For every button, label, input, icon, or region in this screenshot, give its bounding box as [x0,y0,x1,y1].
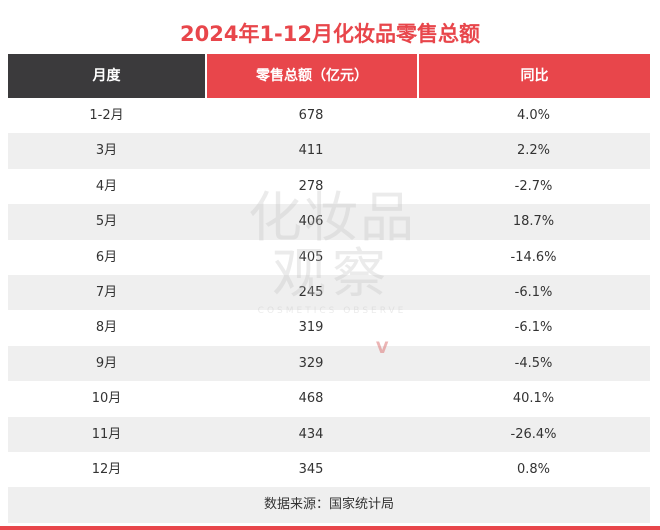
cell-retail-sales: 345 [298,461,324,477]
cell-month: 11月 [91,426,122,442]
cell-yoy: -6.1% [514,284,553,300]
cell-retail-sales: 319 [298,320,324,336]
cell-month: 8月 [95,320,118,336]
cell-month: 6月 [95,249,118,265]
table-row: 12月 345 0.8% [8,452,650,487]
table-row: 8月 319 -6.1% [8,310,650,345]
table-row: 11月 434 -26.4% [8,416,650,452]
cell-month: 5月 [95,214,118,230]
table-row: 6月 405 -14.6% [8,240,650,275]
cell-yoy: -4.5% [514,355,553,371]
cell-yoy: 40.1% [512,391,555,407]
watermark-v-mark: V [376,338,389,357]
header-month: 月度 [8,54,205,98]
cell-yoy: -26.4% [510,426,557,442]
table-header-row: 月度 零售总额（亿元） 同比 [8,54,650,98]
table-row: 4月 278 -2.7% [8,169,650,204]
cell-month: 1-2月 [89,108,124,123]
cell-retail-sales: 405 [298,249,324,265]
cell-yoy: 0.8% [516,461,551,477]
cell-yoy: -6.1% [514,320,553,336]
cell-yoy: 2.2% [516,143,551,159]
cell-retail-sales: 468 [298,391,324,407]
cell-retail-sales: 278 [298,178,324,194]
table-row: 5月 406 18.7% [8,204,650,240]
cell-yoy: -2.7% [514,178,553,194]
table-row: 10月 468 40.1% [8,381,650,416]
cell-retail-sales: 245 [298,284,324,300]
data-source: 数据来源：国家统计局 [8,487,650,523]
cell-month: 7月 [95,284,118,300]
cell-month: 10月 [91,391,122,407]
retail-sales-table: 月度 零售总额（亿元） 同比 1-2月 678 4.0% 3月 411 2.2% 4月 278… [8,54,650,487]
header-yoy: 同比 [419,54,650,98]
cell-retail-sales: 678 [298,108,324,123]
cell-retail-sales: 406 [298,214,324,230]
header-retail-sales: 零售总额（亿元） [207,54,417,98]
cell-month: 12月 [91,461,122,477]
cell-retail-sales: 329 [298,355,324,371]
cell-yoy: 18.7% [512,214,555,230]
cell-month: 9月 [95,355,118,371]
cell-retail-sales: 411 [298,143,324,159]
table-row: 3月 411 2.2% [8,133,650,169]
cell-month: 4月 [95,178,118,194]
table-row: 7月 245 -6.1% [8,274,650,311]
table-row: 9月 329 -4.5% [8,345,650,382]
cell-retail-sales: 434 [298,426,324,442]
cell-month: 3月 [95,143,118,159]
bottom-accent-line [0,526,660,530]
table-row: 1-2月 678 4.0% [8,98,650,133]
cell-yoy: -14.6% [510,249,557,265]
table-body: 1-2月 678 4.0% 3月 411 2.2% 4月 278 -2.7% 5月 406 18.7%… [8,98,650,487]
table-title: 2024年1-12月化妆品零售总额 [180,22,480,46]
cell-yoy: 4.0% [516,108,551,123]
